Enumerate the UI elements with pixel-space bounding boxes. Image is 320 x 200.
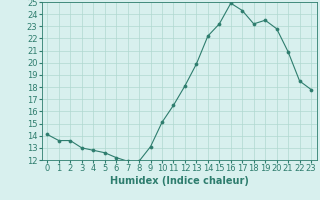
X-axis label: Humidex (Indice chaleur): Humidex (Indice chaleur) bbox=[110, 176, 249, 186]
